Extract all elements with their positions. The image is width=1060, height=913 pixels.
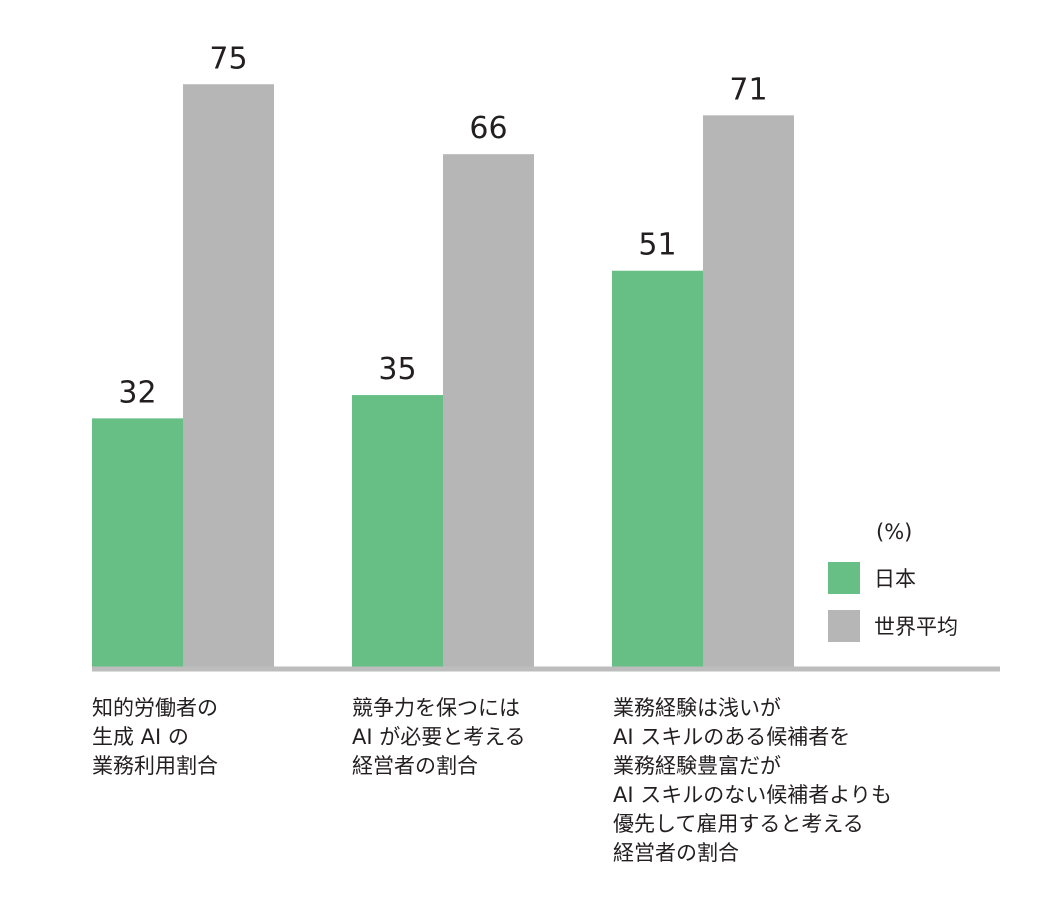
- legend-label-world-average: 世界平均: [874, 615, 958, 639]
- bar-world-average-1: [443, 154, 534, 667]
- category-label-1: 競争力を保つには AI が必要と考える 経営者の割合: [352, 696, 526, 778]
- legend-item-world-average: 世界平均: [828, 610, 958, 642]
- value-label-japan-0: 32: [118, 375, 156, 410]
- legend-swatch-world-average: [828, 610, 860, 642]
- bar-japan-1: [352, 395, 443, 667]
- value-label-world-average-2: 71: [729, 72, 767, 107]
- bar-world-average-2: [703, 115, 794, 667]
- value-label-world-average-0: 75: [209, 41, 247, 76]
- value-label-japan-1: 35: [378, 352, 416, 387]
- value-label-japan-2: 51: [638, 228, 676, 263]
- value-label-world-average-1: 66: [469, 111, 507, 146]
- bar-world-average-0: [183, 84, 274, 667]
- category-label-0: 知的労働者の 生成 AI の 業務利用割合: [92, 696, 218, 778]
- legend-item-japan: 日本: [828, 562, 916, 594]
- legend-swatch-japan: [828, 562, 860, 594]
- value-labels-group: 32 35 51 75 66 71: [118, 41, 767, 410]
- category-label-2: 業務経験は浅いが AI スキルのある候補者を 業務経験豊富だが AI スキルのな…: [613, 696, 892, 865]
- legend-unit-label: (%): [876, 520, 913, 544]
- bar-japan-0: [92, 418, 183, 667]
- bar-japan-2: [612, 270, 703, 667]
- bars-group: [92, 84, 794, 667]
- legend-label-japan: 日本: [874, 567, 916, 591]
